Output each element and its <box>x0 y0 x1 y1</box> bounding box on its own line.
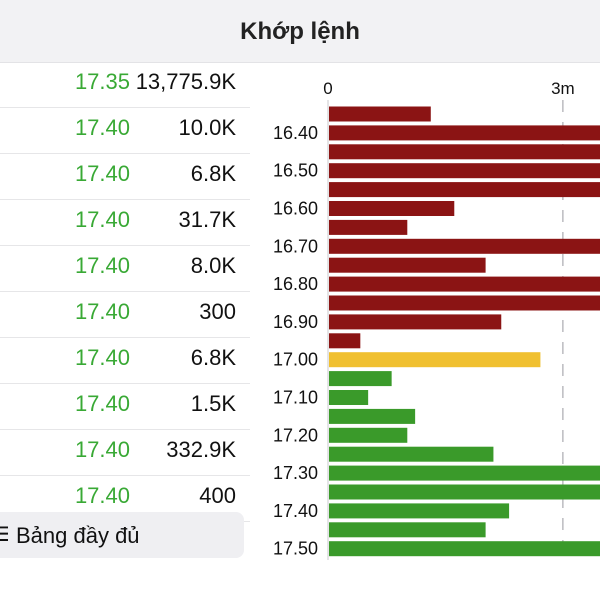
table-row: 17.40 6.8K <box>0 154 250 200</box>
trade-price: 17.40 <box>74 345 130 370</box>
volume-bar[interactable] <box>329 182 600 198</box>
table-row: 17.40 8.0K <box>0 246 250 292</box>
volume-bar[interactable] <box>329 503 510 519</box>
price-tick-label: 16.90 <box>273 312 318 332</box>
volume-bar[interactable] <box>329 371 392 387</box>
table-row: 17.40 1.5K <box>0 384 250 430</box>
volume-bar[interactable] <box>329 427 408 443</box>
full-table-label: Bảng đầy đủ <box>16 523 140 548</box>
price-tick-label: 16.50 <box>273 161 318 181</box>
price-tick-label: 17.00 <box>273 350 318 370</box>
table-row: 17.40 10.0K <box>0 108 250 154</box>
trade-volume: 300 <box>199 299 236 324</box>
volume-bar[interactable] <box>329 314 502 330</box>
x-tick-label: 0 <box>323 79 332 98</box>
header: Khớp lệnh <box>0 0 600 63</box>
table-row: 17.35 13,775.9K <box>0 62 250 108</box>
trade-price: 17.40 <box>74 437 130 462</box>
price-tick-label: 17.10 <box>273 388 318 408</box>
volume-bar[interactable] <box>329 219 408 235</box>
trade-list: 17.35 13,775.9K 17.40 10.0K 17.40 6.8K 1… <box>0 62 250 522</box>
price-tick-label: 16.80 <box>273 274 318 294</box>
trade-volume: 400 <box>199 483 236 508</box>
price-tick-label: 16.40 <box>273 123 318 143</box>
trade-price: 17.40 <box>74 483 130 508</box>
volume-bar[interactable] <box>329 408 416 424</box>
volume-bar[interactable] <box>329 446 494 462</box>
volume-bar[interactable] <box>329 295 600 311</box>
volume-bar[interactable] <box>329 465 600 481</box>
price-tick-label: 16.70 <box>273 236 318 256</box>
trade-volume: 1.5K <box>190 391 236 416</box>
volume-bar[interactable] <box>329 238 600 254</box>
price-tick-label: 17.40 <box>273 501 318 521</box>
volume-bar[interactable] <box>329 144 600 160</box>
price-tick-label: 17.30 <box>273 463 318 483</box>
trade-volume: 10.0K <box>178 115 237 140</box>
trade-volume: 332.9K <box>166 437 236 462</box>
volume-bar[interactable] <box>329 484 600 500</box>
volume-bar[interactable] <box>329 390 369 405</box>
table-row: 17.40 332.9K <box>0 430 250 476</box>
trade-volume: 6.8K <box>190 345 236 370</box>
trade-price: 17.40 <box>74 299 130 324</box>
x-tick-label: 3m <box>551 79 575 98</box>
page-title: Khớp lệnh <box>240 18 360 45</box>
table-row: 17.40 31.7K <box>0 200 250 246</box>
trade-volume: 13,775.9K <box>135 69 236 94</box>
volume-bar[interactable] <box>329 257 486 273</box>
trade-price: 17.40 <box>74 253 130 278</box>
trade-price: 17.40 <box>74 115 130 140</box>
volume-bar[interactable] <box>329 541 600 557</box>
volume-bar[interactable] <box>329 276 600 292</box>
table-row: 17.40 6.8K <box>0 338 250 384</box>
volume-bar[interactable] <box>329 163 600 179</box>
list-icon: ☰ <box>0 525 8 545</box>
volume-bar[interactable] <box>329 333 361 349</box>
trade-price: 17.40 <box>74 391 130 416</box>
trade-volume: 6.8K <box>190 161 236 186</box>
volume-bar[interactable] <box>329 201 455 216</box>
trade-price: 17.40 <box>74 161 130 186</box>
trade-volume: 8.0K <box>190 253 236 278</box>
trade-volume: 31.7K <box>178 207 237 232</box>
volume-bar[interactable] <box>329 522 486 538</box>
price-tick-label: 16.60 <box>273 199 318 219</box>
volume-bar[interactable] <box>329 106 431 122</box>
price-tick-label: 17.20 <box>273 425 318 445</box>
trade-price: 17.35 <box>74 69 130 94</box>
price-tick-label: 17.50 <box>273 539 318 559</box>
volume-bar[interactable] <box>329 352 541 368</box>
trade-price: 17.40 <box>74 207 130 232</box>
table-row: 17.40 300 <box>0 292 250 338</box>
volume-bar[interactable] <box>329 125 600 141</box>
full-table-button[interactable]: ☰ Bảng đầy đủ <box>0 512 244 558</box>
